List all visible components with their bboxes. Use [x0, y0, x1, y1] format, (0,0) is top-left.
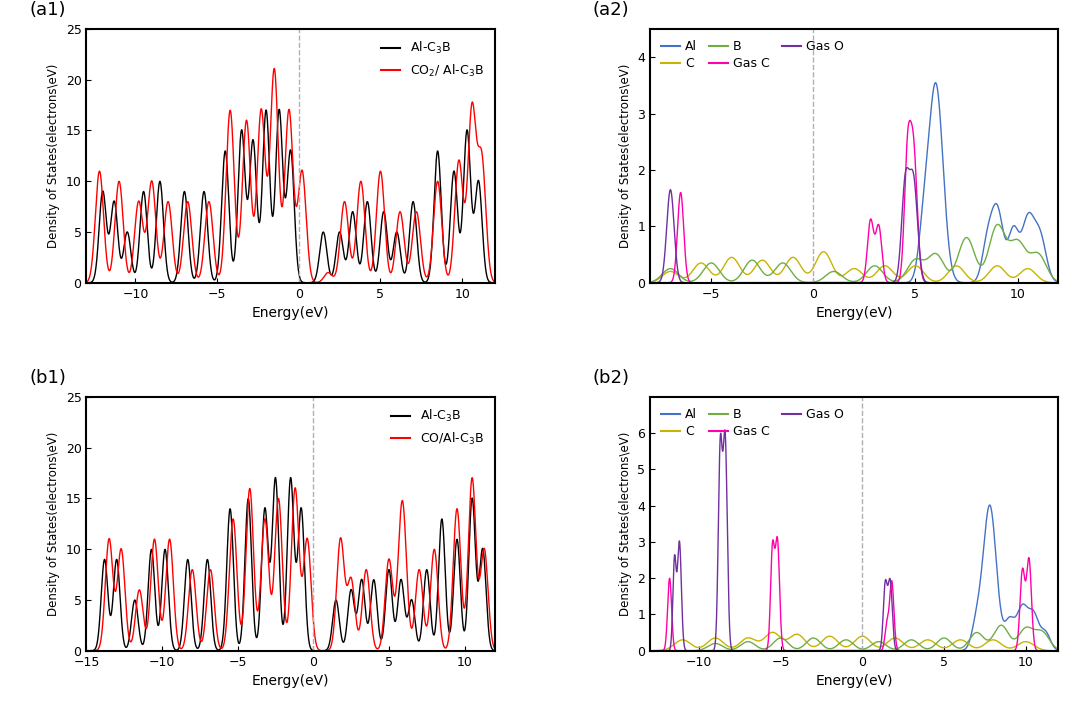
Y-axis label: Density of States(electrons\eV): Density of States(electrons\eV) [619, 432, 632, 616]
Y-axis label: Density of States(electrons\eV): Density of States(electrons\eV) [48, 64, 60, 248]
Text: (a2): (a2) [593, 1, 630, 19]
Legend: Al-C$_3$B, CO/Al-C$_3$B: Al-C$_3$B, CO/Al-C$_3$B [386, 403, 488, 452]
Y-axis label: Density of States(electrons\eV): Density of States(electrons\eV) [619, 64, 632, 248]
X-axis label: Energy(eV): Energy(eV) [815, 306, 893, 320]
Text: (b2): (b2) [593, 369, 630, 387]
X-axis label: Energy(eV): Energy(eV) [252, 674, 329, 688]
X-axis label: Energy(eV): Energy(eV) [252, 306, 329, 320]
Text: (a1): (a1) [29, 1, 66, 19]
Legend: Al, C, B, Gas C, Gas O: Al, C, B, Gas C, Gas O [657, 403, 849, 443]
X-axis label: Energy(eV): Energy(eV) [815, 674, 893, 688]
Legend: Al, C, B, Gas C, Gas O: Al, C, B, Gas C, Gas O [657, 35, 849, 75]
Y-axis label: Density of States(electrons\eV): Density of States(electrons\eV) [48, 432, 60, 616]
Text: (b1): (b1) [29, 369, 66, 387]
Legend: Al-C$_3$B, CO$_2$/ Al-C$_3$B: Al-C$_3$B, CO$_2$/ Al-C$_3$B [376, 35, 488, 84]
